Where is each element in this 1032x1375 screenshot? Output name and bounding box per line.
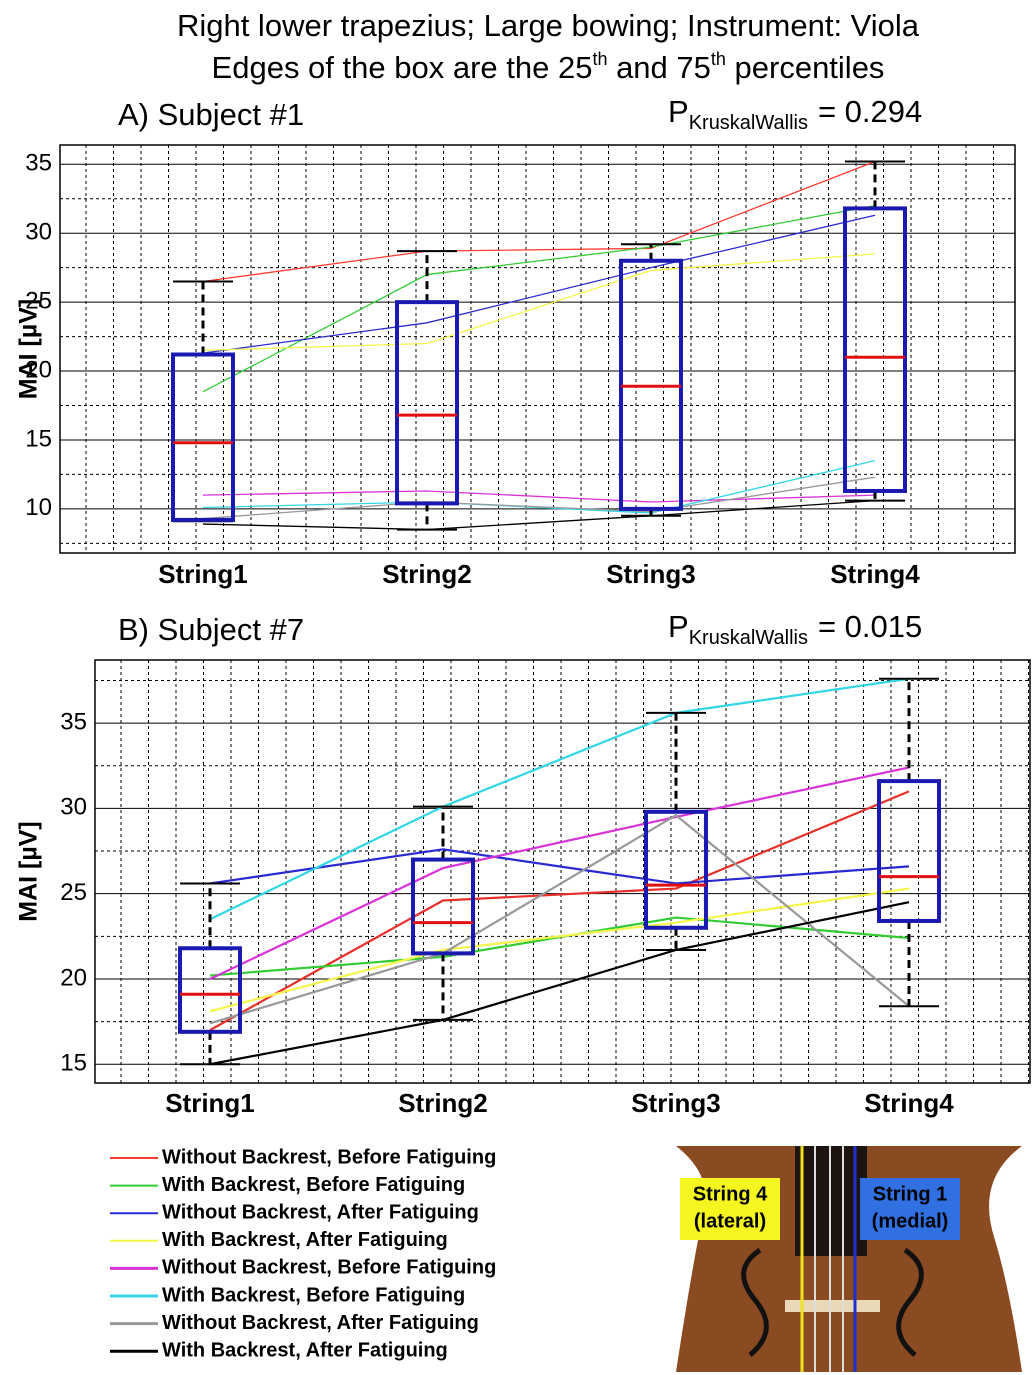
f-hole [896, 1247, 924, 1357]
x-tick-label: String3 [631, 1088, 721, 1118]
series-line [202, 476, 876, 520]
image-label: (lateral) [694, 1210, 766, 1232]
figure-title: Right lower trapezius; Large bowing; Ins… [177, 8, 920, 43]
panel-title: B) Subject #7 [118, 612, 304, 647]
subtitle-part: Edges of the box are the 25 [212, 50, 593, 85]
series-line [209, 901, 910, 1066]
box [843, 206, 907, 493]
subtitle-sup: th [711, 49, 726, 69]
series-line [209, 677, 910, 921]
legend-label: Without Backrest, After Fatiguing [162, 1312, 479, 1334]
y-axis-label: MAI [µV] [15, 299, 43, 400]
box [395, 300, 459, 506]
legend-label: With Backrest, After Fatiguing [162, 1339, 448, 1361]
photo-edge [989, 1146, 1022, 1372]
x-tick-label: String2 [398, 1088, 488, 1118]
y-tick-label: 10 [25, 494, 52, 521]
box [877, 779, 941, 923]
subtitle-part: percentiles [726, 50, 885, 85]
plot-area [94, 659, 1031, 1084]
legend-label: With Backrest, Before Fatiguing [162, 1174, 465, 1196]
y-tick-label: 35 [60, 708, 87, 735]
y-tick-label: 15 [60, 1050, 87, 1077]
p-subscript: KruskalWallis [689, 112, 808, 134]
image-label: (medial) [872, 1210, 949, 1232]
y-tick-label: 25 [60, 879, 87, 906]
f-hole [741, 1247, 769, 1357]
violin-photo: String 4 (lateral) String 1 (medial) [676, 1146, 1022, 1372]
subtitle-sup: th [592, 49, 607, 69]
x-tick-label: String1 [158, 559, 248, 589]
legend-label: With Backrest, After Fatiguing [162, 1229, 448, 1251]
x-tick-label: String2 [382, 559, 472, 589]
p-value: PKruskalWallis = 0.015 [668, 609, 922, 649]
y-tick-label: 30 [25, 219, 52, 246]
panel-title: A) Subject #1 [118, 97, 304, 132]
y-tick-label: 15 [25, 425, 52, 452]
series-line [209, 887, 910, 1013]
series-line [202, 460, 876, 514]
x-tick-label: String3 [606, 559, 696, 589]
legend-label: Without Backrest, Before Fatiguing [162, 1146, 496, 1168]
p-subscript: KruskalWallis [689, 627, 808, 649]
y-tick-label: 35 [25, 150, 52, 177]
series-line [202, 160, 876, 283]
series-line [209, 766, 910, 980]
legend-label: Without Backrest, Before Fatiguing [162, 1257, 496, 1279]
label-box [860, 1178, 960, 1240]
box [178, 946, 242, 1034]
image-label: String 1 [873, 1183, 947, 1205]
legend-label: Without Backrest, After Fatiguing [162, 1201, 479, 1223]
p-prefix: P [668, 94, 689, 129]
x-tick-label: String4 [830, 559, 920, 589]
series-line [202, 205, 876, 393]
subtitle-part: and 75 [607, 50, 710, 85]
label-box [680, 1178, 780, 1240]
p-value: PKruskalWallis = 0.294 [668, 94, 922, 134]
image-label: String 4 [693, 1183, 768, 1205]
box [644, 809, 708, 930]
bridge [785, 1300, 880, 1312]
legend-label: With Backrest, Before Fatiguing [162, 1284, 465, 1306]
x-tick-label: String4 [864, 1088, 954, 1118]
y-tick-label: 30 [60, 794, 87, 821]
figure-subtitle: Edges of the box are the 25th and 75th p… [212, 49, 885, 85]
series-line [202, 490, 876, 503]
y-axis-label: MAI [µV] [15, 821, 43, 922]
box [171, 352, 235, 522]
x-tick-label: String1 [165, 1088, 255, 1118]
series-line [209, 813, 910, 1025]
p-prefix: P [668, 609, 689, 644]
series-line [209, 848, 910, 885]
p-text: = 0.294 [818, 94, 922, 129]
series-line [202, 214, 876, 354]
y-tick-label: 20 [60, 964, 87, 991]
series-line [202, 253, 876, 352]
y-tick-label: 20 [25, 356, 52, 383]
y-tick-label: 25 [25, 287, 52, 314]
p-text: = 0.015 [818, 609, 922, 644]
series-line [202, 499, 876, 531]
box [411, 857, 475, 956]
